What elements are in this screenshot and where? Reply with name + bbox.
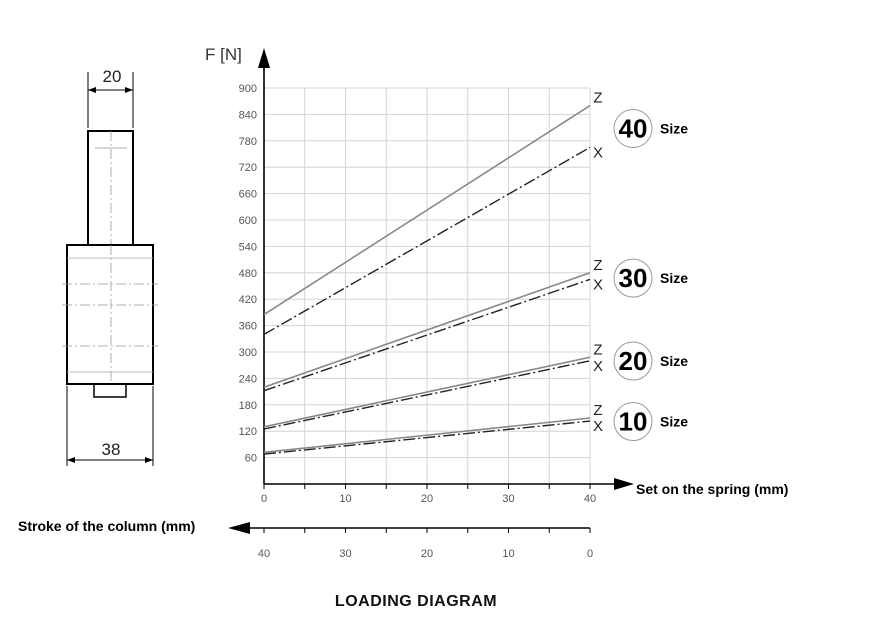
y-tick-label: 540	[239, 241, 257, 253]
size-badge-label: Size	[660, 270, 688, 286]
x2-axis-arrow	[228, 522, 250, 534]
column-body	[66, 244, 154, 385]
x2-tick-label: 10	[502, 548, 514, 560]
series-end-label: Z	[593, 341, 602, 358]
y-tick-label: 180	[239, 400, 257, 412]
series-line-x-size-40	[263, 146, 591, 336]
y-tick-label: 900	[239, 83, 257, 95]
y-tick-label: 660	[239, 189, 257, 201]
secondary-x-axis-label: Stroke of the column (mm)	[18, 518, 195, 534]
dim-arrow	[125, 87, 133, 93]
size-badge-number: 10	[619, 407, 648, 437]
size-badge-number: 30	[619, 263, 648, 293]
dim-arrow	[145, 457, 153, 463]
size-badge-label: Size	[660, 414, 688, 430]
y-tick-label: 240	[239, 373, 257, 385]
dimension-label-rod: 20	[103, 67, 122, 86]
series-end-label: X	[593, 276, 603, 293]
series-end-label: X	[593, 418, 603, 435]
y-axis-label: F [N]	[205, 45, 242, 64]
chart-grid	[263, 87, 591, 484]
series-line-x-size-30	[263, 278, 591, 392]
y-tick-label: 120	[239, 426, 257, 438]
series-end-label: X	[593, 144, 603, 161]
chart-series	[263, 104, 591, 455]
dim-arrow	[67, 457, 75, 463]
y-axis-arrow	[258, 48, 270, 68]
x-tick-label: 40	[584, 493, 596, 505]
x-axis-label: Set on the spring (mm)	[636, 481, 788, 497]
y-tick-label: 780	[239, 136, 257, 148]
size-badge-circle	[613, 341, 653, 381]
y-tick-label: 840	[239, 109, 257, 121]
size-badge-circle	[613, 109, 653, 148]
y-tick-label: 300	[239, 347, 257, 359]
y-tick-label: 420	[239, 294, 257, 306]
series-end-label: X	[593, 358, 603, 375]
column-drawing	[62, 72, 158, 466]
series-line-x-size-10	[263, 420, 591, 455]
y-tick-label: 360	[239, 321, 257, 333]
x-axis-arrow	[614, 478, 634, 490]
series-line-z-size-40	[263, 104, 591, 316]
size-badge-number: 20	[619, 346, 648, 376]
x-tick-label: 20	[421, 493, 433, 505]
size-badge-circle	[613, 258, 653, 298]
series-end-label: Z	[593, 90, 602, 107]
size-badge-label: Size	[660, 121, 688, 137]
x2-tick-label: 20	[421, 548, 433, 560]
series-line-x-size-20	[263, 360, 591, 430]
series-line-z-size-30	[263, 272, 591, 388]
chart-axes	[228, 48, 634, 534]
series-end-label: Z	[593, 257, 602, 274]
dim-arrow	[88, 87, 96, 93]
series-line-z-size-20	[263, 356, 591, 428]
dimension-label-body: 38	[102, 440, 121, 459]
column-foot	[93, 383, 127, 398]
y-tick-label: 60	[245, 453, 257, 465]
x2-tick-label: 40	[258, 548, 270, 560]
chart-title: LOADING DIAGRAM	[335, 593, 497, 610]
y-tick-label: 480	[239, 268, 257, 280]
x-tick-label: 30	[502, 493, 514, 505]
series-line-z-size-10	[263, 417, 591, 454]
x2-tick-label: 30	[339, 548, 351, 560]
size-badge-circle	[613, 402, 653, 442]
y-tick-label: 600	[239, 215, 257, 227]
chart-size-labels: 40 Size 30 Size 20 Size 10 Size	[613, 109, 688, 442]
size-badge-label: Size	[660, 353, 688, 369]
series-end-label: Z	[593, 402, 602, 419]
chart-tick-labels: 6012018024030036042048054060066072078084…	[239, 83, 596, 560]
y-tick-label: 720	[239, 162, 257, 174]
size-badge-number: 40	[619, 114, 648, 144]
x-tick-label: 10	[339, 493, 351, 505]
x2-tick-label: 0	[587, 548, 593, 560]
x-tick-label: 0	[261, 493, 267, 505]
